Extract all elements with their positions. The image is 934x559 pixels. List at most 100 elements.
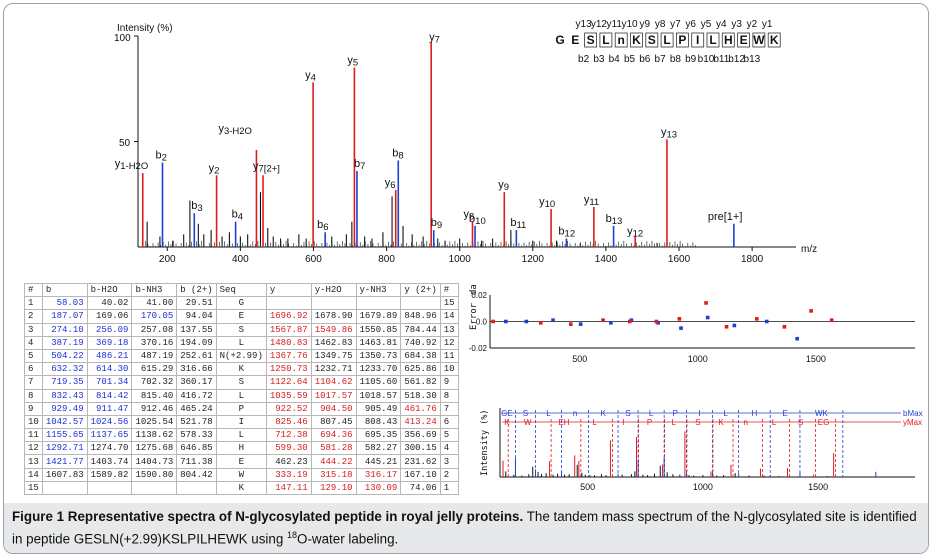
residue-G: G — [555, 33, 564, 47]
spectrum-peak-labels: y1-H2O b2 y2 b3 b4 y3-H2O y7[2+] y4 b6 y5 b7 y6 b8 y7… — [115, 31, 743, 239]
residue-K: K — [632, 33, 641, 47]
residue-L: L — [709, 33, 716, 47]
ladder-top-label: L — [546, 409, 551, 418]
table-cell: K — [215, 480, 267, 496]
y-tick-100: 100 — [114, 33, 131, 44]
x-tick-label-1800: 1800 — [741, 254, 764, 265]
ladder-top-label: K — [601, 409, 607, 418]
seq-b10: b10 — [698, 54, 715, 65]
ladder-top-label: P — [673, 409, 678, 418]
seq-y9: y9 — [640, 19, 651, 30]
y-axis-label: Intensity (%) — [117, 23, 173, 34]
residue-box — [645, 32, 659, 48]
fragment-ion-table: # b b-H2O b-NH3 b (2+) Seq y y-H2O y-NH3 y (2+) # … — [24, 282, 459, 496]
error-point-b — [578, 322, 583, 326]
ladder-bottom-label: S — [695, 418, 700, 427]
error-unit-label: da — [469, 284, 479, 295]
table-row: 13 1421.77 1403.74 1404.73 711.38 E 462.23 444.… — [24, 454, 459, 469]
error-y-tick-2: -0.02 — [469, 344, 488, 353]
seq-b7: b7 — [655, 54, 667, 65]
residue-L: L — [663, 33, 670, 47]
ladder-x-tick-1000: 1000 — [693, 482, 713, 492]
seq-y6: y6 — [685, 19, 696, 30]
y-tick-50: 50 — [119, 138, 131, 149]
residue-box — [599, 32, 613, 48]
seq-y4: y4 — [716, 19, 727, 30]
peak-label-y1-H2O: y1-H2O — [115, 158, 148, 172]
seq-y7: y7 — [670, 19, 681, 30]
figure-caption: Figure 1 Representative spectra of N-gly… — [12, 507, 917, 548]
error-x-tick-1500: 1500 — [806, 354, 826, 364]
figure-frame — [3, 3, 929, 554]
peak-label-b4: b4 — [232, 209, 243, 223]
seq-b12: b12 — [728, 54, 745, 65]
table-row: 1 58.03 40.02 41.00 29.51 G 15 — [24, 296, 459, 311]
table-cell: 2 — [439, 467, 459, 482]
error-point-b — [504, 319, 508, 324]
residue-P: P — [678, 33, 686, 47]
table-cell: H — [215, 441, 267, 456]
table-cell: 74.06 — [400, 480, 441, 496]
peak-label-y2: y2 — [209, 162, 220, 176]
table-row: 2 187.07 169.06 170.05 94.04 E 1696.92 1678.90 1… — [24, 309, 459, 324]
residue-I: I — [696, 33, 699, 47]
residue-W: W — [753, 33, 765, 47]
ladder-top-label: E — [782, 409, 787, 418]
seq-b13: b13 — [744, 54, 761, 65]
peak-label-y7: y7 — [429, 31, 440, 45]
x-tick-label-1400: 1400 — [595, 254, 618, 265]
ladder-bottom-label: W — [524, 418, 532, 427]
ladder-top-label: H — [752, 409, 758, 418]
seq-y11: y11 — [607, 19, 623, 30]
table-header-row: # b b-H2O b-NH3 b (2+) Seq y y-H2O y-NH3 y (2+) # — [24, 282, 459, 298]
spectrum-peaks — [141, 42, 735, 247]
ladder-bottom-label: P — [647, 418, 652, 427]
peak-label-y7[2+]: y7[2+] — [253, 160, 280, 174]
ladder-top-label: WK — [815, 409, 829, 418]
error-point-y — [538, 321, 543, 325]
spectrum-x-ticks: 200 400 600 800 1000 1200 1400 1600 1800 — [159, 247, 764, 265]
peak-label-b7: b7 — [354, 158, 365, 172]
seq-b2: b2 — [578, 54, 590, 65]
error-point-b — [732, 323, 737, 328]
peak-label-b10: b10 — [469, 213, 486, 227]
x-tick-label-600: 600 — [305, 254, 322, 265]
residue-box — [721, 32, 735, 48]
error-y-tick-0: 0.02 — [471, 291, 487, 300]
ladder-bottom-label: L — [671, 418, 676, 427]
peak-label-b13: b13 — [606, 213, 623, 227]
ladder-top-label: L — [723, 409, 728, 418]
peak-label-b8: b8 — [392, 147, 403, 161]
x-tick-label-1200: 1200 — [522, 254, 545, 265]
seq-y12: y12 — [591, 19, 608, 30]
residue-box — [706, 32, 720, 48]
error-point-y — [627, 319, 632, 324]
error-point-b — [551, 318, 555, 322]
error-point-y — [677, 317, 682, 321]
table-cell: 712.38 — [265, 428, 312, 443]
residue-L: L — [602, 33, 609, 47]
seq-y2: y2 — [747, 19, 758, 30]
residue-K: K — [770, 33, 779, 47]
error-point-y — [704, 301, 708, 305]
residue-S: S — [648, 33, 656, 47]
seq-b3: b3 — [593, 54, 605, 65]
error-point-b — [764, 319, 769, 324]
table-body: 1 58.03 40.02 41.00 29.51 G 15 2 187.07 169.06 170… — [24, 296, 459, 496]
peak-label-b12: b12 — [558, 226, 575, 240]
ladder-bottom-label: EG — [818, 418, 830, 427]
error-point-b — [795, 336, 799, 341]
error-point-b — [609, 321, 613, 325]
error-point-b — [705, 315, 710, 320]
caption-text-1: The tandem mass spectrum of the N-glycos… — [12, 509, 917, 547]
seq-y5: y5 — [701, 19, 712, 30]
ladder-bottom-label: K — [718, 418, 724, 427]
seq-b11: b11 — [713, 54, 729, 65]
error-point-y — [654, 319, 659, 324]
peak-label-b3: b3 — [191, 200, 202, 214]
residue-E: E — [740, 33, 748, 47]
table-row: 15 K 147.11 129.10 130.09 74.06 1 — [24, 480, 459, 496]
peak-label-b9: b9 — [431, 217, 442, 231]
